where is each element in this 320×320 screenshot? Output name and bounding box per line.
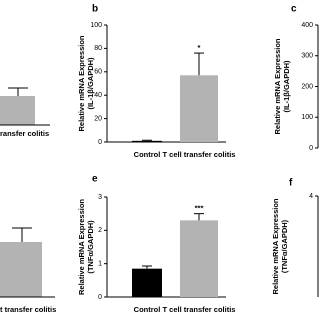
y-tick-label: 20 bbox=[94, 115, 102, 122]
y-tick-label: 400 bbox=[301, 22, 313, 29]
y-axis-title: Relative mRNA Expression(TNFα/GAPDH) bbox=[77, 199, 95, 295]
x-tick-label: T cell transfer colitis bbox=[163, 305, 236, 314]
panel-label: c bbox=[291, 4, 297, 15]
y-axis-title: Relative mRNA Expression(TNFα/GAPDH) bbox=[271, 198, 289, 294]
cropped-bar bbox=[0, 96, 35, 125]
x-tick-label: Control bbox=[134, 305, 161, 314]
x-tick-label: T cell transfer colitis bbox=[163, 150, 236, 159]
y-axis-title-line: Relative mRNA Expression bbox=[271, 198, 280, 294]
y-tick-label: 40 bbox=[94, 92, 102, 99]
bar bbox=[180, 220, 218, 297]
y-tick-label: 80 bbox=[94, 45, 102, 52]
y-tick-label: 100 bbox=[301, 114, 313, 121]
panel-label: b bbox=[92, 4, 98, 15]
y-tick-label: 200 bbox=[301, 83, 313, 90]
y-axis-title-line: (IL-1β/GAPDH) bbox=[86, 57, 95, 110]
y-axis-title-line: (IL-1β/GAPDH) bbox=[282, 60, 291, 113]
y-tick-label: 100 bbox=[90, 22, 102, 29]
y-axis-title: Relative mRNA Expression(IL-1β/GAPDH) bbox=[77, 35, 95, 131]
y-tick-label: 4 bbox=[309, 193, 313, 200]
y-tick-label: 0 bbox=[309, 145, 313, 152]
y-tick-label: 0 bbox=[98, 139, 102, 146]
y-tick-label: 1 bbox=[98, 261, 102, 268]
y-axis-title-line: Relative mRNA Expression bbox=[273, 38, 282, 134]
y-tick-label: 3 bbox=[98, 194, 102, 201]
y-axis-title: Relative mRNA Expression(IL-1β/GAPDH) bbox=[273, 38, 291, 134]
bar bbox=[132, 140, 162, 142]
y-tick-label: 60 bbox=[94, 69, 102, 76]
y-tick-label: 300 bbox=[301, 53, 313, 60]
panel-label: e bbox=[92, 174, 98, 185]
y-tick-label: 0 bbox=[98, 294, 102, 301]
x-tick-label: t transfer colitis bbox=[0, 305, 56, 314]
y-axis-title-line: (TNFα/GAPDH) bbox=[280, 219, 289, 273]
x-tick-label: ransfer colitis bbox=[0, 129, 49, 138]
significance: *** bbox=[195, 204, 204, 213]
x-tick-label: Control bbox=[134, 150, 161, 159]
cropped-bar bbox=[0, 242, 42, 297]
y-axis-title-line: (TNFα/GAPDH) bbox=[86, 220, 95, 274]
y-tick-label: 2 bbox=[98, 227, 102, 234]
y-axis-title-line: Relative mRNA Expression bbox=[77, 35, 86, 131]
bar bbox=[180, 75, 218, 142]
y-axis-title-line: Relative mRNA Expression bbox=[77, 199, 86, 295]
bar bbox=[132, 268, 162, 297]
panel-label: f bbox=[289, 178, 293, 189]
significance: * bbox=[198, 43, 201, 52]
